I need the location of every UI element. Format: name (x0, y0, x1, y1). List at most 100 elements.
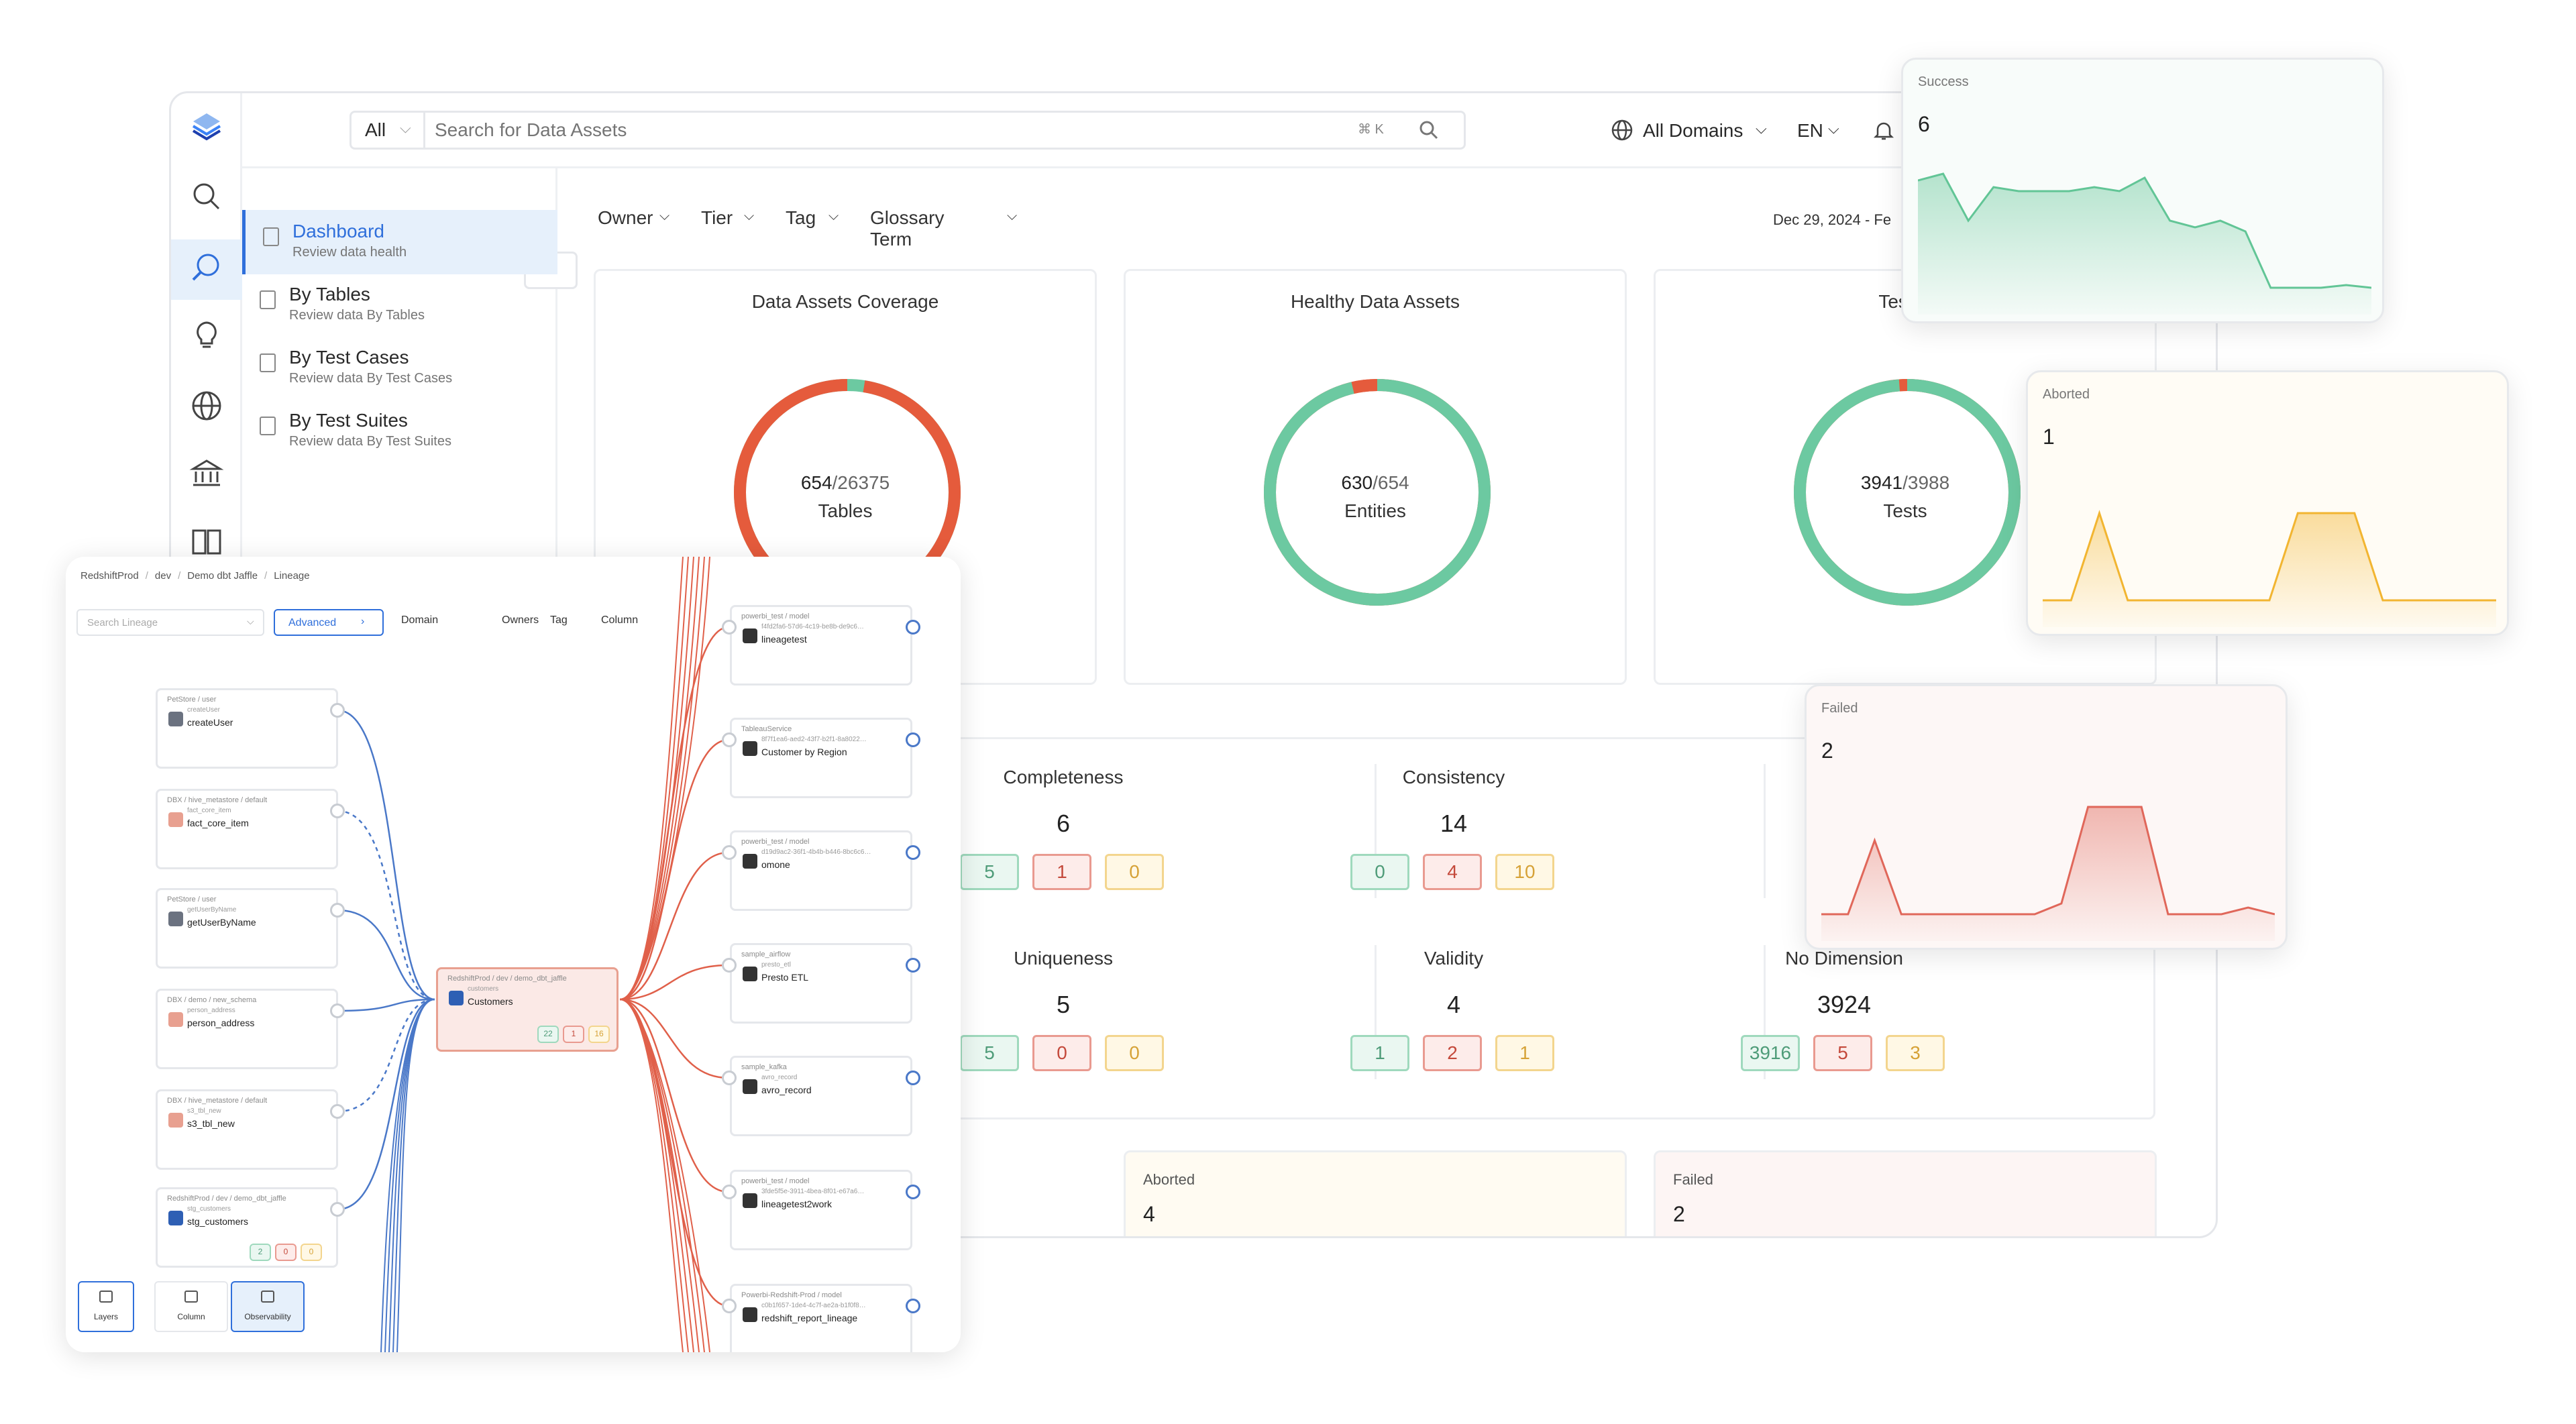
governance-icon[interactable] (188, 455, 225, 493)
aborted-count-pill[interactable]: 0 (1105, 1035, 1164, 1071)
lineage-filter-tag[interactable]: Tag (550, 614, 568, 626)
upstream-edge (337, 909, 435, 1001)
expand-handle[interactable] (722, 958, 737, 973)
lineage-edges (337, 557, 729, 1352)
filter-owner[interactable]: Owner (598, 207, 653, 228)
aborted-count-pill[interactable]: 3 (1886, 1035, 1945, 1071)
subnav-item-by-test-cases[interactable]: By Test Cases Review data By Test Cases (242, 336, 557, 400)
expand-handle[interactable] (330, 703, 345, 718)
node-name: Customer by Region (761, 747, 847, 757)
add-node-button[interactable] (906, 732, 920, 747)
lineage-node[interactable]: PetStore / user createUser createUser (156, 688, 338, 769)
breadcrumb-item[interactable]: Demo dbt Jaffle (187, 570, 258, 582)
insights-icon[interactable] (188, 317, 225, 355)
lineage-filter-owners[interactable]: Owners (502, 614, 539, 626)
search-icon[interactable] (1418, 119, 1440, 141)
lineage-tool-column[interactable]: Column (154, 1281, 228, 1332)
failed-count-pill[interactable]: 0 (275, 1244, 297, 1261)
downstream-edge (619, 964, 729, 1001)
filter-glossary-term[interactable]: Glossary Term (870, 207, 945, 250)
success-count-pill[interactable]: 1 (1350, 1035, 1409, 1071)
center-node-customers[interactable]: RedshiftProd / dev / demo_dbt_jaffle cust… (436, 967, 619, 1052)
lineage-filter-domain[interactable]: Domain (401, 614, 439, 626)
failed-count-pill[interactable]: 1 (1032, 854, 1091, 890)
success-count-pill[interactable]: 3916 (1741, 1035, 1800, 1071)
subnav-item-dashboard[interactable]: Dashboard Review data health (242, 210, 557, 274)
observability-icon[interactable] (188, 249, 225, 286)
lineage-node[interactable]: powerbi_test / model 3fde5f5e-3911-4bea-8… (730, 1170, 912, 1250)
expand-handle[interactable] (330, 804, 345, 818)
search-scope-select[interactable]: All ⌵ (352, 113, 425, 148)
success-count-pill[interactable]: 5 (960, 854, 1019, 890)
add-node-button[interactable] (906, 845, 920, 860)
search-input[interactable] (435, 117, 1307, 144)
lineage-node[interactable]: DBX / demo / new_schema person_address per… (156, 989, 338, 1069)
add-node-button[interactable] (906, 958, 920, 973)
expand-handle[interactable] (722, 732, 737, 747)
success-count-pill[interactable]: 5 (960, 1035, 1019, 1071)
expand-handle[interactable] (722, 845, 737, 860)
lineage-node[interactable]: powerbi_test / model d19d9ac2-36f1-4b4b-b… (730, 830, 912, 911)
expand-handle[interactable] (330, 903, 345, 918)
aborted-count-pill[interactable]: 1 (1495, 1035, 1554, 1071)
breadcrumb-item[interactable]: RedshiftProd (80, 570, 139, 582)
aborted-count-pill[interactable]: 0 (301, 1244, 322, 1261)
node-caption: avro_record (761, 1074, 798, 1081)
subnav-item-by-test-suites[interactable]: By Test Suites Review data By Test Suites (242, 399, 557, 463)
lineage-tool-layers[interactable]: Layers (78, 1281, 134, 1332)
breadcrumb-item[interactable]: dev (154, 570, 172, 582)
advanced-button[interactable]: Advanced › (274, 609, 384, 636)
lineage-node[interactable]: PetStore / user getUserByName getUserByNam… (156, 888, 338, 969)
glossary-icon[interactable] (188, 523, 225, 560)
domain-selector[interactable]: All Domains (1643, 120, 1743, 141)
lineage-tool-observability[interactable]: Observability (231, 1281, 305, 1332)
aborted-count-pill[interactable]: 10 (1495, 854, 1554, 890)
expand-handle[interactable] (722, 1299, 737, 1313)
lineage-node[interactable]: DBX / hive_metastore / default s3_tbl_new… (156, 1089, 338, 1170)
aborted-count-pill[interactable]: 0 (1105, 854, 1164, 890)
domains-icon[interactable] (188, 387, 225, 425)
chevron-down-icon: ⌵ (1756, 120, 1767, 137)
explore-icon[interactable] (188, 178, 225, 215)
summary-card: Healthy Data Assets 630/654 Entities (1124, 269, 1627, 685)
add-node-button[interactable] (906, 620, 920, 635)
lineage-search[interactable]: Search Lineage ⌵ (76, 609, 264, 636)
breadcrumb-item[interactable]: Lineage (274, 570, 310, 582)
filter-tag[interactable]: Tag (786, 207, 816, 228)
failed-count-pill[interactable]: 1 (563, 1026, 584, 1043)
lineage-node[interactable]: powerbi_test / model f4fd2fa6-57d6-4c19-b… (730, 605, 912, 686)
lineage-node[interactable]: sample_airflow presto_etl Presto ETL (730, 943, 912, 1024)
language-selector[interactable]: EN (1797, 120, 1823, 141)
lineage-node[interactable]: Powerbi-Redshift-Prod / model c0b1f657-1d… (730, 1284, 912, 1352)
expand-handle[interactable] (330, 1104, 345, 1119)
success-count-pill[interactable]: 0 (1350, 854, 1409, 890)
logo-icon (192, 113, 221, 141)
failed-count-pill[interactable]: 4 (1423, 854, 1482, 890)
add-node-button[interactable] (906, 1299, 920, 1313)
node-path: sample_airflow (741, 950, 791, 959)
subnav-item-subtitle: Review data By Test Suites (289, 434, 451, 449)
success-count-pill[interactable]: 2 (250, 1244, 271, 1261)
lineage-filter-column[interactable]: Column (601, 614, 639, 626)
expand-handle[interactable] (722, 1071, 737, 1085)
expand-handle[interactable] (722, 620, 737, 635)
filter-tier[interactable]: Tier (701, 207, 733, 228)
add-node-button[interactable] (906, 1071, 920, 1085)
node-path: RedshiftProd / dev / demo_dbt_jaffle (447, 975, 567, 983)
lineage-node[interactable]: DBX / hive_metastore / default fact_core_… (156, 789, 338, 869)
expand-handle[interactable] (330, 1003, 345, 1018)
aborted-count-pill[interactable]: 16 (588, 1026, 610, 1043)
date-range[interactable]: Dec 29, 2024 - Fe (1773, 211, 1892, 228)
lineage-node[interactable]: sample_kafka avro_record avro_record (730, 1056, 912, 1136)
add-node-button[interactable] (906, 1185, 920, 1199)
failed-count-pill[interactable]: 0 (1032, 1035, 1091, 1071)
lineage-node[interactable]: TableauService 8f7f1ea6-aed2-43f7-b2f1-8a… (730, 718, 912, 798)
expand-handle[interactable] (722, 1185, 737, 1199)
failed-count-pill[interactable]: 2 (1423, 1035, 1482, 1071)
failed-count-pill[interactable]: 5 (1813, 1035, 1872, 1071)
expand-handle[interactable] (330, 1202, 345, 1217)
success-count-pill[interactable]: 22 (537, 1026, 559, 1043)
bell-icon[interactable] (1872, 119, 1895, 142)
subnav-item-by-tables[interactable]: By Tables Review data By Tables (242, 273, 557, 337)
donut-arc-main (1794, 379, 2021, 606)
